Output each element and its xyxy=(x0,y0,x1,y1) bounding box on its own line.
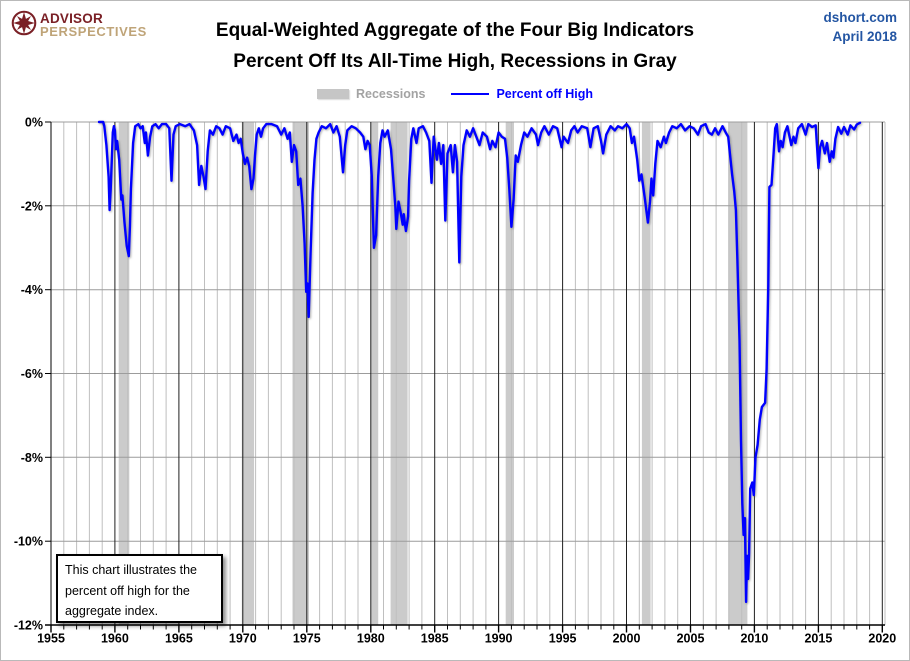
annotation-line-3: aggregate index. xyxy=(65,604,159,618)
svg-text:2020: 2020 xyxy=(868,632,896,646)
svg-text:2005: 2005 xyxy=(677,632,705,646)
svg-text:-12%: -12% xyxy=(14,619,43,633)
svg-text:1975: 1975 xyxy=(293,632,321,646)
chart-title-line1: Equal-Weighted Aggregate of the Four Big… xyxy=(215,20,695,41)
svg-text:-8%: -8% xyxy=(21,451,43,465)
svg-text:-4%: -4% xyxy=(21,283,43,297)
svg-text:1985: 1985 xyxy=(421,632,449,646)
svg-text:2015: 2015 xyxy=(804,632,832,646)
svg-text:1990: 1990 xyxy=(485,632,513,646)
source-site-label: dshort.com xyxy=(823,10,897,25)
compass-star-icon xyxy=(11,10,37,36)
svg-text:1965: 1965 xyxy=(165,632,193,646)
source-block: dshort.com April 2018 xyxy=(823,8,897,46)
legend-series-label: Percent off High xyxy=(496,87,594,101)
source-date-label: April 2018 xyxy=(832,29,897,44)
chart-legend: Recessions Percent off High xyxy=(1,86,909,102)
logo-perspectives-text: PERSPECTIVES xyxy=(40,24,147,39)
svg-text:2000: 2000 xyxy=(613,632,641,646)
annotation-box: This chart illustrates the percent off h… xyxy=(56,554,223,623)
svg-text:1970: 1970 xyxy=(229,632,257,646)
svg-text:0%: 0% xyxy=(25,116,43,130)
svg-text:1955: 1955 xyxy=(37,632,65,646)
annotation-line-2: percent off high for the xyxy=(65,583,190,598)
svg-text:2010: 2010 xyxy=(740,632,768,646)
legend-recessions-label: Recessions xyxy=(355,87,426,101)
svg-text:-2%: -2% xyxy=(21,199,43,213)
chart-title: Equal-Weighted Aggregate of the Four Big… xyxy=(1,15,909,77)
logo-advisor-text: ADVISOR xyxy=(40,11,103,26)
advisor-perspectives-logo: ADVISOR PERSPECTIVES xyxy=(11,10,147,38)
legend-line-sample xyxy=(451,93,490,95)
svg-text:-6%: -6% xyxy=(21,367,43,381)
svg-text:1995: 1995 xyxy=(549,632,577,646)
chart-title-line2: Percent Off Its All-Time High, Recession… xyxy=(233,51,677,72)
svg-text:-10%: -10% xyxy=(14,535,43,549)
annotation-line-1: This chart illustrates the xyxy=(65,563,197,577)
svg-text:1980: 1980 xyxy=(357,632,385,646)
svg-text:1960: 1960 xyxy=(101,632,129,646)
recession-swatch xyxy=(316,89,349,99)
